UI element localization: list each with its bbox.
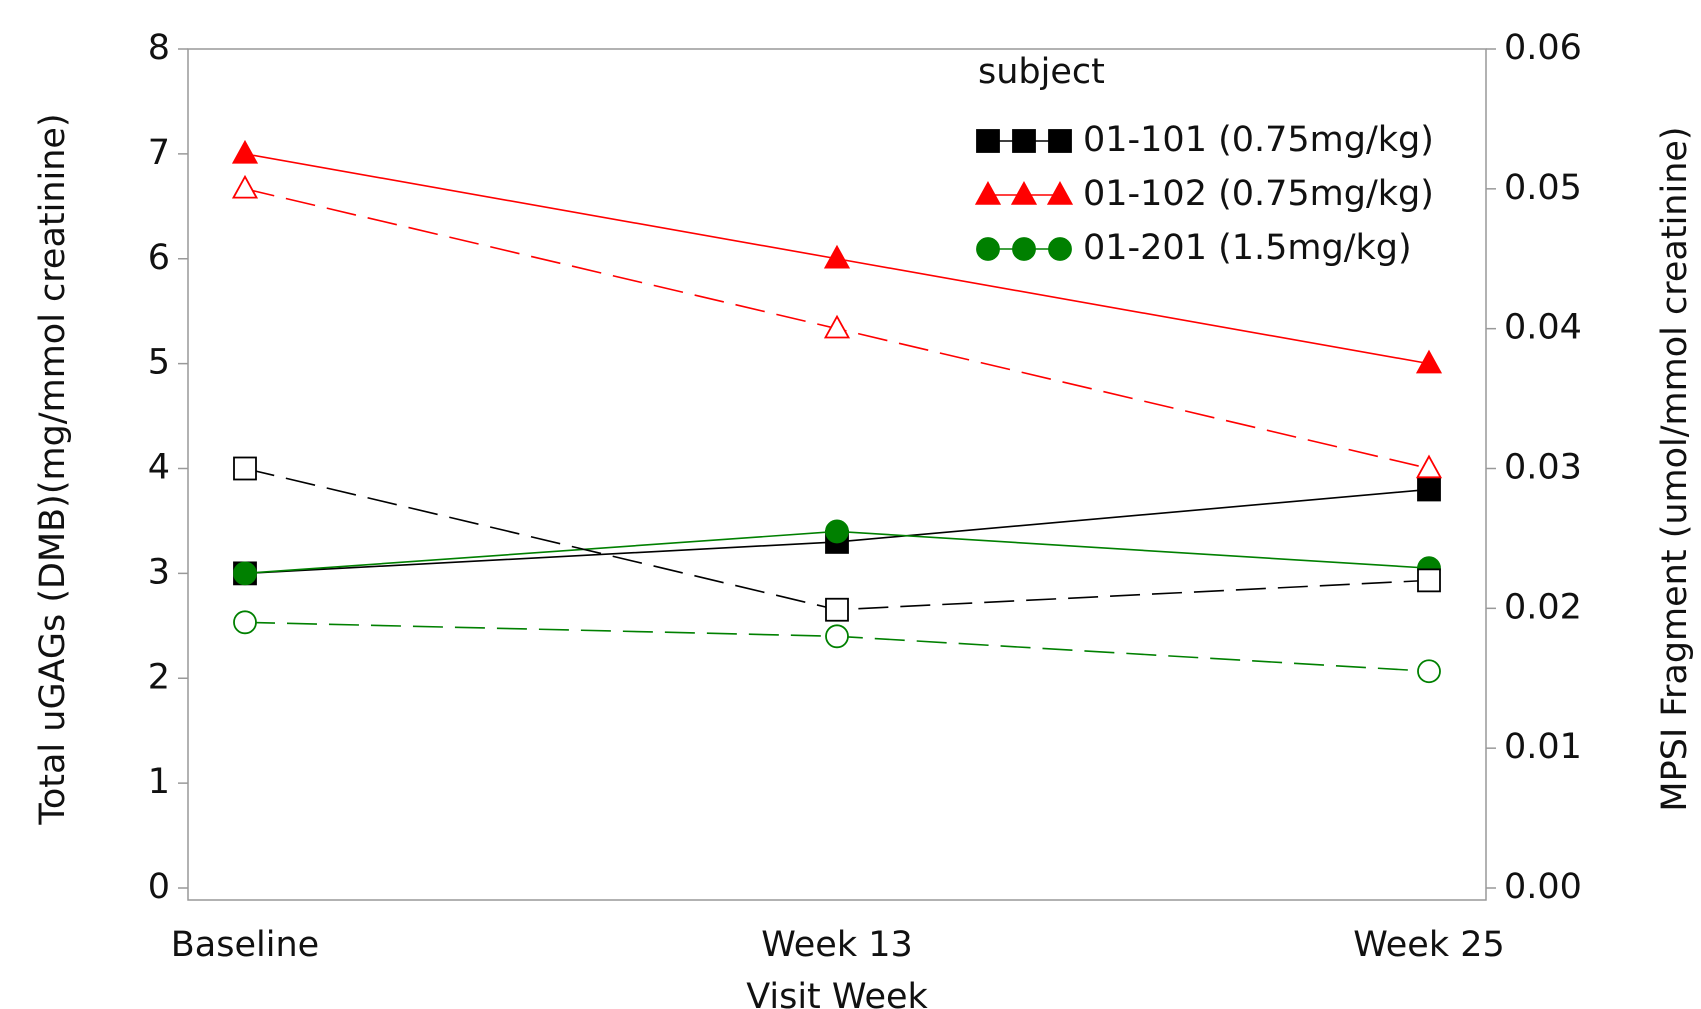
- x-tick-label: Week 13: [761, 925, 913, 965]
- marker: [1417, 659, 1441, 684]
- marker: [1417, 477, 1441, 502]
- marker: [233, 610, 257, 635]
- legend-label: 01-201 (1.5mg/kg): [1083, 228, 1412, 268]
- x-axis-label: Visit Week: [746, 977, 928, 1009]
- y-tick-label: 0: [148, 867, 170, 907]
- y2-tick-label: 0.01: [1504, 727, 1582, 767]
- legend-marker: [1012, 129, 1036, 153]
- y-tick-label: 7: [148, 133, 170, 173]
- y-axis-label: Total uGAGs (DMB)(mg/mmol creatinine): [33, 113, 73, 825]
- y2-tick-label: 0.03: [1504, 448, 1582, 488]
- y-tick-label: 3: [148, 552, 170, 592]
- x-tick-label: Baseline: [171, 925, 319, 965]
- y-tick-label: 4: [148, 448, 170, 488]
- marker: [233, 561, 257, 586]
- legend-marker: [976, 237, 1000, 261]
- legend-marker: [1012, 237, 1036, 261]
- plot-frame: [187, 48, 1487, 901]
- legend-marker: [1048, 237, 1072, 261]
- y-tick-label: 2: [148, 657, 170, 697]
- marker: [1415, 349, 1443, 374]
- y2-tick-label: 0.04: [1504, 308, 1582, 348]
- legend-label: 01-102 (0.75mg/kg): [1083, 174, 1434, 214]
- y-tick-label: 5: [148, 343, 170, 383]
- legend-title: subject: [978, 52, 1105, 92]
- marker: [231, 139, 259, 164]
- legend-marker: [974, 181, 1002, 205]
- y-tick-label: 8: [148, 28, 170, 68]
- legend-marker: [1010, 181, 1038, 205]
- legend-marker: [1048, 129, 1072, 153]
- y-tick-label: 6: [148, 238, 170, 278]
- marker: [825, 624, 849, 649]
- y2-tick-label: 0.02: [1504, 587, 1582, 627]
- marker: [823, 244, 851, 269]
- marker: [823, 314, 851, 339]
- y2-tick-label: 0.05: [1504, 168, 1582, 208]
- y2-tick-label: 0.00: [1504, 867, 1582, 907]
- y-tick-label: 1: [148, 762, 170, 802]
- legend-marker: [1046, 181, 1074, 205]
- marker: [825, 597, 849, 622]
- marker: [825, 519, 849, 544]
- marker: [231, 174, 259, 199]
- marker: [233, 456, 257, 481]
- y2-tick-label: 0.06: [1504, 28, 1582, 68]
- marker: [1415, 454, 1443, 479]
- y2-axis-label: MPSI Fragment (umol/mmol creatinine): [1655, 126, 1695, 811]
- legend-label: 01-101 (0.75mg/kg): [1083, 120, 1434, 160]
- x-tick-label: Week 25: [1353, 925, 1505, 965]
- marker: [1417, 568, 1441, 593]
- legend-marker: [976, 129, 1000, 153]
